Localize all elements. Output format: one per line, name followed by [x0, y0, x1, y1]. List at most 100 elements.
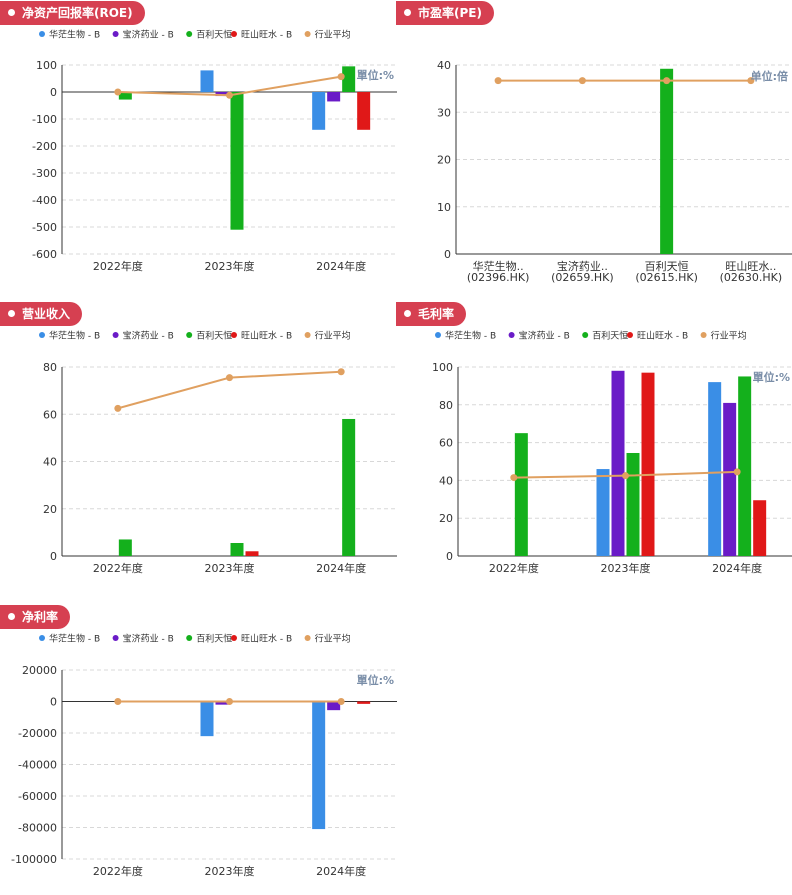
- legend-label: 宝济药业 - B: [519, 330, 570, 342]
- legend-dot-icon: [304, 31, 311, 37]
- legend-dot-icon: [39, 31, 45, 37]
- legend-label: 华茫生物 - B: [49, 633, 100, 645]
- x-tick-label: (02630.HK): [720, 271, 783, 284]
- x-tick-label: 2024年度: [316, 561, 366, 575]
- legend-label: 宝济药业 - B: [123, 633, 174, 645]
- gross-chart: 华茫生物 - B 宝济药业 - B 百利天恒 旺山旺水 - B 行业平均 100 80 60 4…: [432, 330, 792, 575]
- bar: [660, 68, 674, 254]
- avg-point: [226, 91, 233, 99]
- avg-point: [510, 474, 518, 482]
- legend-dot-icon: [186, 635, 193, 641]
- badge-dot-icon: [8, 9, 15, 16]
- y-tick-label: -100000: [11, 853, 57, 866]
- bar: [708, 382, 722, 556]
- y-tick-label: 100: [36, 59, 57, 72]
- legend-label: 行业平均: [315, 633, 351, 645]
- net-title-badge: 净利率: [0, 605, 71, 629]
- revenue-panel: 营业收入 华茫生物 - B 宝济药业 - B 百利天恒 旺山旺水 - B 行业平均 80 6…: [0, 301, 397, 581]
- badge-dot-icon: [8, 613, 15, 620]
- avg-point: [578, 77, 586, 85]
- x-tick-label: 2022年度: [93, 561, 143, 575]
- y-tick-label: 20: [439, 512, 453, 525]
- bar: [753, 500, 767, 556]
- x-tick-label: 2023年度: [205, 259, 255, 273]
- x-tick-label: 2022年度: [93, 864, 143, 878]
- legend-dot-icon: [186, 332, 193, 338]
- legend-dot-icon: [39, 635, 45, 641]
- legend-dot-icon: [112, 332, 119, 338]
- roe-panel: 净资产回报率(ROE) 华茫生物 - B 宝济药业 - B 百利天恒 旺山旺水 - B…: [0, 0, 397, 280]
- x-tick-label: 旺山旺水..: [725, 260, 776, 273]
- roe-chart: 华茫生物 - B 宝济药业 - B 百利天恒 旺山旺水 - B 行业平均 100 0 -100…: [32, 29, 397, 273]
- x-tick-label: 2023年度: [601, 561, 651, 575]
- legend-label: 旺山旺水 - B: [241, 29, 292, 41]
- legend-dot-icon: [112, 31, 119, 37]
- y-tick-label: 40: [439, 474, 453, 487]
- avg-point: [663, 77, 671, 85]
- gross-title: 毛利率: [418, 307, 455, 321]
- y-tick-label: 40: [43, 456, 57, 469]
- x-tick-label: 2024年度: [712, 561, 762, 575]
- x-tick-label: 2022年度: [93, 259, 143, 273]
- legend-label: 旺山旺水 - B: [637, 330, 688, 342]
- y-tick-label: -60000: [18, 790, 57, 803]
- legend-dot-icon: [700, 332, 707, 338]
- net-chart: 华茫生物 - B 宝济药业 - B 百利天恒 旺山旺水 - B 行业平均 20000 0 -2…: [11, 633, 397, 878]
- revenue-title: 营业收入: [22, 307, 71, 321]
- avg-point: [337, 73, 345, 81]
- bar: [641, 372, 655, 556]
- bar: [215, 701, 229, 705]
- bar: [230, 543, 244, 556]
- legend-dot-icon: [112, 635, 119, 641]
- bar: [342, 66, 356, 92]
- bar: [357, 92, 371, 130]
- legend-label: 行业平均: [315, 29, 351, 41]
- unit-label: 單位:%: [753, 370, 790, 384]
- bar: [312, 701, 326, 830]
- avg-point: [226, 374, 233, 382]
- legend-label: 旺山旺水 - B: [241, 330, 292, 342]
- bar: [245, 551, 259, 556]
- y-tick-label: -400: [32, 194, 57, 207]
- x-tick-label: 2023年度: [205, 864, 255, 878]
- y-tick-label: -20000: [18, 727, 57, 740]
- legend-dot-icon: [231, 31, 237, 37]
- legend-label: 华茫生物 - B: [49, 330, 100, 342]
- revenue-chart: 华茫生物 - B 宝济药业 - B 百利天恒 旺山旺水 - B 行业平均 80 60 40 20…: [39, 330, 397, 575]
- y-tick-label: 0: [50, 86, 57, 99]
- x-tick-label: 百利天恒: [645, 260, 689, 273]
- y-tick-label: 20: [437, 154, 451, 167]
- pe-title-badge: 市盈率(PE): [396, 1, 494, 25]
- gross-title-badge: 毛利率: [396, 302, 467, 326]
- y-tick-label: -500: [32, 221, 57, 234]
- pe-chart: 40 30 20 10 0 华茫生物..(02396.HK) 宝济药业..(02659.HK…: [437, 59, 792, 284]
- bar: [514, 433, 528, 556]
- y-tick-label: 20: [43, 503, 57, 516]
- bar: [723, 402, 737, 556]
- avg-point: [494, 77, 502, 85]
- avg-point: [337, 698, 345, 705]
- badge-dot-icon: [404, 9, 411, 16]
- legend-label: 华茫生物 - B: [445, 330, 496, 342]
- x-tick-label: 2024年度: [316, 864, 366, 878]
- bar: [118, 539, 132, 556]
- bar: [118, 92, 132, 100]
- legend-dot-icon: [186, 31, 193, 37]
- avg-point: [337, 368, 345, 376]
- y-tick-label: -600: [32, 248, 57, 261]
- avg-point: [114, 88, 122, 96]
- legend-dot-icon: [231, 635, 237, 641]
- bar: [626, 452, 640, 556]
- x-tick-label: (02396.HK): [467, 271, 530, 284]
- y-tick-label: 80: [43, 361, 57, 374]
- y-tick-label: -40000: [18, 759, 57, 772]
- legend-label: 百利天恒: [592, 330, 628, 342]
- roe-title-badge: 净资产回报率(ROE): [0, 1, 145, 25]
- badge-dot-icon: [8, 310, 15, 317]
- bar: [342, 418, 356, 556]
- legend-label: 百利天恒: [196, 29, 232, 41]
- legend-label: 行业平均: [711, 330, 747, 342]
- legend-dot-icon: [508, 332, 515, 338]
- unit-label: 单位:倍: [751, 69, 788, 83]
- unit-label: 單位:%: [357, 68, 394, 82]
